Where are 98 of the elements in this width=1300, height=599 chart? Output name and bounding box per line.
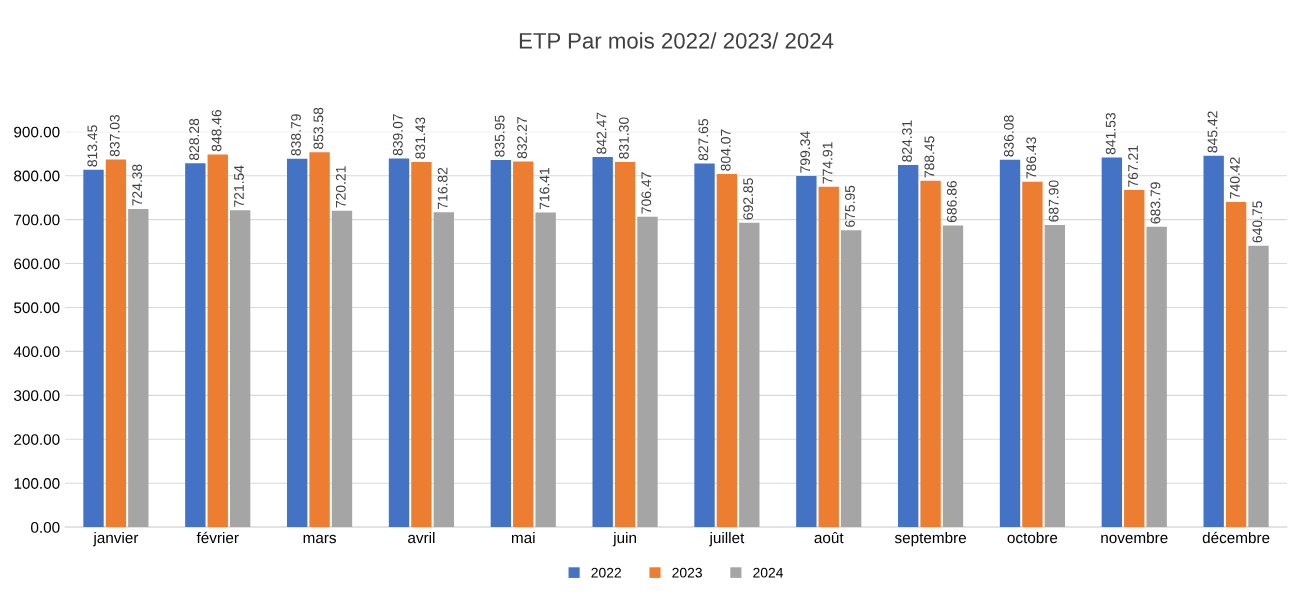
bar [999,159,1021,528]
data-label: 774.91 [822,142,833,184]
bar [942,225,964,528]
data-label: 724.38 [132,164,143,206]
data-label: 788.45 [924,136,935,178]
data-label: 740.42 [1229,157,1240,199]
bar [739,222,760,528]
x-tick-label: novembre [1101,531,1168,544]
data-label: 831.43 [415,117,426,159]
data-label: 687.90 [1048,180,1059,222]
x-tick-label: juillet [709,531,745,547]
data-label: 835.95 [494,115,505,157]
y-tick-label: 100.00 [14,478,60,489]
bar [796,176,817,528]
data-label: 824.31 [902,120,912,162]
x-tick-label: mars [303,534,337,544]
data-label: 845.42 [1207,111,1218,153]
bar [229,210,251,528]
bar [490,159,512,528]
legend-label: 2024 [753,567,784,578]
bar [694,163,715,528]
bar [637,216,658,528]
bar [128,208,149,528]
x-tick-label: août [814,531,844,544]
data-label: 675.95 [845,185,855,227]
y-tick-label: 300.00 [14,390,60,402]
bar [1022,181,1043,528]
legend-label: 2022 [591,567,621,578]
data-label: 827.65 [698,119,709,161]
bar [1146,226,1167,528]
bar [309,152,330,528]
bar [185,163,206,528]
data-label: 813.45 [87,125,98,167]
y-tick-label: 400.00 [13,346,60,358]
bar [83,169,104,528]
x-tick-label: février [196,531,239,544]
bar [1225,201,1247,528]
data-label: 828.28 [189,118,200,161]
bar [898,165,919,528]
bar [411,161,432,528]
y-tick-label: 200.00 [14,434,60,445]
bar [207,154,228,528]
bar [840,230,862,528]
bar [535,212,556,528]
data-label: 706.47 [641,172,652,214]
bar [513,161,534,528]
data-label: 836.08 [1003,115,1014,157]
y-tick-label: 0.00 [31,521,60,533]
x-tick-label: septembre [894,531,966,547]
data-label: 837.03 [109,114,120,157]
data-label: 720.21 [335,166,346,208]
data-label: 839.07 [392,114,403,156]
data-label: 841.53 [1105,112,1116,155]
x-tick-label: avril [408,531,435,544]
data-label: 853.58 [313,107,324,149]
data-label: 716.41 [539,167,550,210]
bar [1044,224,1065,528]
data-label: 716.82 [437,167,448,209]
data-label: 848.46 [211,109,222,152]
data-label: 799.34 [800,131,811,173]
bar [614,161,636,528]
data-label: 804.07 [720,129,731,171]
bar [1124,190,1145,528]
bar [818,186,839,528]
x-tick-label: octobre [1007,531,1058,544]
bar [592,157,613,528]
x-tick-label: juin [612,531,636,547]
bar [433,212,454,528]
data-label: 838.79 [291,114,301,156]
data-label: 786.43 [1026,137,1037,179]
data-label: 832.27 [517,117,527,159]
y-tick-label: 600.00 [14,258,60,270]
data-label: 686.86 [946,180,957,223]
y-tick-label: 700.00 [14,214,60,226]
y-tick-label: 900.00 [14,126,60,138]
bar [920,180,941,528]
legend-label: 2023 [672,567,702,578]
data-label: 721.54 [234,165,244,207]
x-tick-label: janvier [93,531,139,547]
bar [105,159,127,528]
y-tick-label: 500.00 [14,302,60,314]
data-label: 767.21 [1128,145,1138,187]
bar [1101,157,1123,528]
bar [716,173,738,528]
bar [388,158,410,528]
bar [1203,155,1224,528]
bar [287,158,308,528]
data-label: 640.75 [1252,201,1263,243]
data-label: 692.85 [743,178,754,220]
y-tick-label: 800.00 [14,170,60,182]
data-label: 842.47 [596,112,607,154]
data-label: 831.30 [618,117,629,159]
bar [331,210,353,528]
bar [1248,245,1269,528]
x-tick-label: décembre [1202,531,1270,544]
data-label: 683.79 [1150,182,1161,224]
x-tick-label: mai [511,531,535,544]
chart-title: ETP Par mois 2022/ 2023/ 2024 [519,32,834,49]
